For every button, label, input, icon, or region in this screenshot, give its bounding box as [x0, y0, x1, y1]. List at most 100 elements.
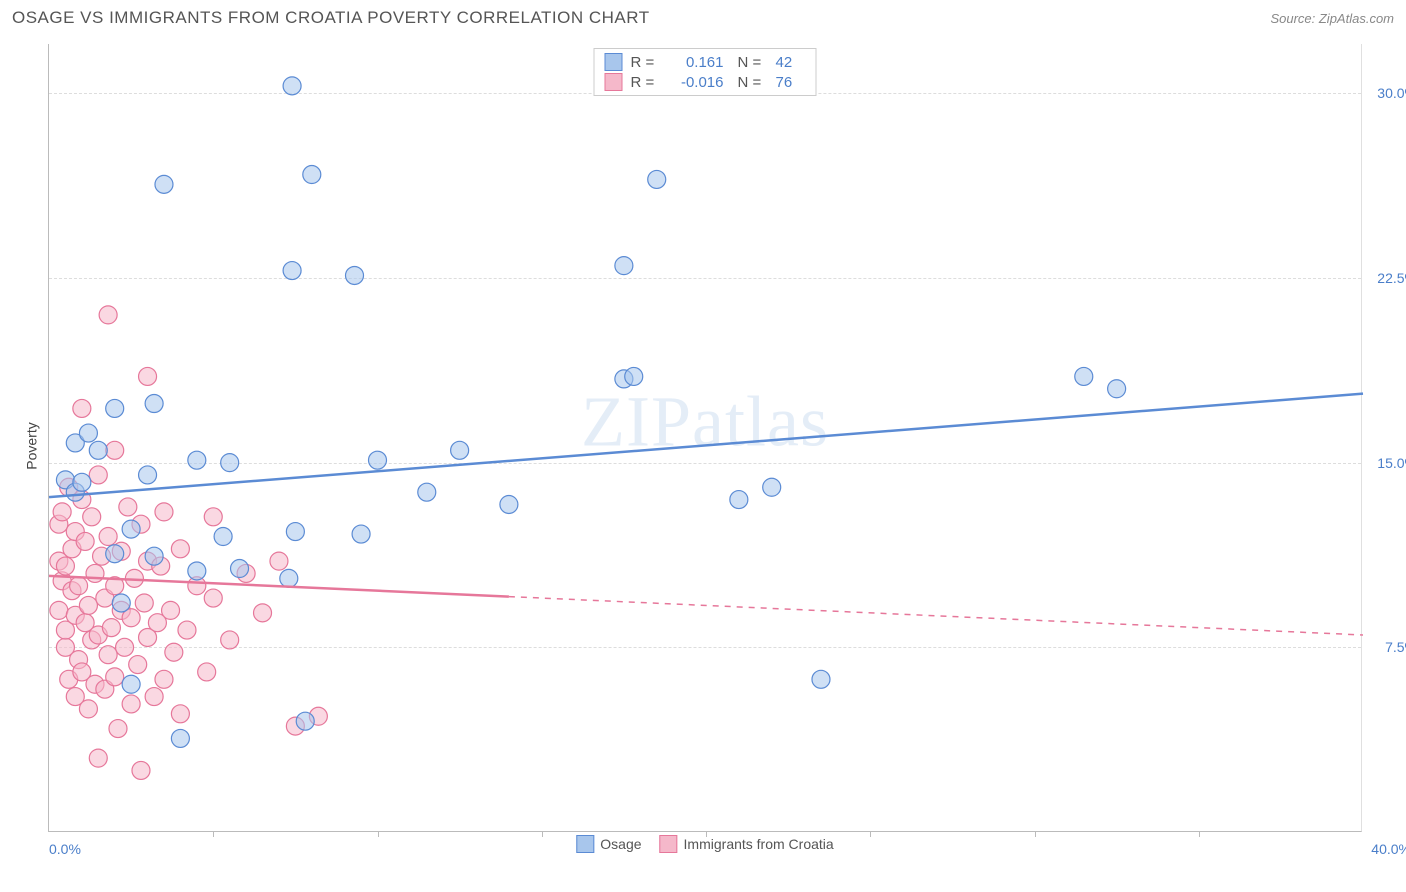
scatter-point	[99, 528, 117, 546]
scatter-point	[451, 441, 469, 459]
scatter-point	[171, 705, 189, 723]
source-attribution: Source: ZipAtlas.com	[1270, 11, 1394, 26]
scatter-point	[369, 451, 387, 469]
scatter-point	[106, 441, 124, 459]
scatter-point	[188, 451, 206, 469]
legend-top-row-osage: R = 0.161 N = 42	[605, 53, 806, 71]
scatter-point	[286, 523, 304, 541]
scatter-point	[221, 631, 239, 649]
scatter-point	[145, 688, 163, 706]
scatter-point	[89, 466, 107, 484]
x-tick	[1035, 831, 1036, 837]
scatter-point	[145, 395, 163, 413]
scatter-point	[198, 663, 216, 681]
legend-top-row-croatia: R = -0.016 N = 76	[605, 73, 806, 91]
scatter-point	[171, 540, 189, 558]
scatter-point	[145, 547, 163, 565]
scatter-point	[270, 552, 288, 570]
scatter-point	[296, 712, 314, 730]
scatter-point	[812, 670, 830, 688]
scatter-point	[106, 668, 124, 686]
n-label: N =	[738, 54, 768, 71]
chart-plot-area: ZIPatlas 7.5%15.0%22.5%30.0% R = 0.161 N…	[48, 44, 1362, 832]
legend-bottom: Osage Immigrants from Croatia	[576, 835, 833, 853]
header: OSAGE VS IMMIGRANTS FROM CROATIA POVERTY…	[0, 0, 1406, 32]
scatter-point	[86, 564, 104, 582]
scatter-point	[53, 503, 71, 521]
legend-item-croatia: Immigrants from Croatia	[660, 835, 834, 853]
scatter-point	[79, 700, 97, 718]
x-tick	[542, 831, 543, 837]
scatter-point	[178, 621, 196, 639]
scatter-point	[155, 175, 173, 193]
scatter-point	[231, 560, 249, 578]
y-tick-label: 7.5%	[1367, 639, 1406, 655]
scatter-point	[500, 495, 518, 513]
y-tick-label: 22.5%	[1367, 270, 1406, 286]
y-tick-label: 15.0%	[1367, 455, 1406, 471]
scatter-point	[106, 399, 124, 417]
n-value-osage: 42	[776, 54, 806, 71]
scatter-point	[155, 503, 173, 521]
r-value-osage: 0.161	[669, 54, 724, 71]
scatter-point	[280, 569, 298, 587]
legend-label-osage: Osage	[600, 836, 641, 852]
scatter-point	[418, 483, 436, 501]
scatter-point	[214, 528, 232, 546]
scatter-point	[346, 266, 364, 284]
scatter-point	[171, 729, 189, 747]
scatter-point	[79, 596, 97, 614]
x-tick	[378, 831, 379, 837]
scatter-point	[135, 594, 153, 612]
scatter-point	[102, 619, 120, 637]
scatter-point	[204, 589, 222, 607]
scatter-point	[73, 399, 91, 417]
scatter-point	[648, 170, 666, 188]
scatter-point	[1075, 367, 1093, 385]
scatter-svg	[49, 44, 1361, 831]
scatter-point	[283, 77, 301, 95]
scatter-point	[122, 695, 140, 713]
scatter-point	[139, 466, 157, 484]
scatter-point	[615, 257, 633, 275]
x-tick	[1199, 831, 1200, 837]
scatter-point	[763, 478, 781, 496]
r-label: R =	[631, 54, 661, 71]
scatter-point	[162, 601, 180, 619]
swatch-croatia	[605, 73, 623, 91]
scatter-point	[106, 545, 124, 563]
scatter-point	[122, 520, 140, 538]
scatter-point	[139, 367, 157, 385]
legend-item-osage: Osage	[576, 835, 641, 853]
legend-top-box: R = 0.161 N = 42 R = -0.016 N = 76	[594, 48, 817, 96]
scatter-point	[99, 306, 117, 324]
n-value-croatia: 76	[776, 74, 806, 91]
scatter-point	[165, 643, 183, 661]
scatter-point	[352, 525, 370, 543]
x-axis-min-label: 0.0%	[49, 841, 81, 857]
y-axis-label: Poverty	[24, 422, 40, 469]
r-value-croatia: -0.016	[669, 74, 724, 91]
scatter-point	[129, 656, 147, 674]
x-tick	[870, 831, 871, 837]
scatter-point	[119, 498, 137, 516]
scatter-point	[89, 749, 107, 767]
scatter-point	[730, 491, 748, 509]
chart-title: OSAGE VS IMMIGRANTS FROM CROATIA POVERTY…	[12, 8, 650, 28]
x-tick	[213, 831, 214, 837]
trend-line-dashed	[509, 597, 1363, 635]
swatch-osage-icon	[576, 835, 594, 853]
trend-line-solid	[49, 394, 1363, 497]
y-tick-label: 30.0%	[1367, 85, 1406, 101]
scatter-point	[89, 441, 107, 459]
scatter-point	[625, 367, 643, 385]
scatter-point	[56, 557, 74, 575]
scatter-point	[254, 604, 272, 622]
scatter-point	[221, 454, 239, 472]
scatter-point	[109, 720, 127, 738]
scatter-point	[283, 262, 301, 280]
scatter-point	[188, 562, 206, 580]
scatter-point	[122, 675, 140, 693]
scatter-point	[83, 508, 101, 526]
scatter-point	[116, 638, 134, 656]
